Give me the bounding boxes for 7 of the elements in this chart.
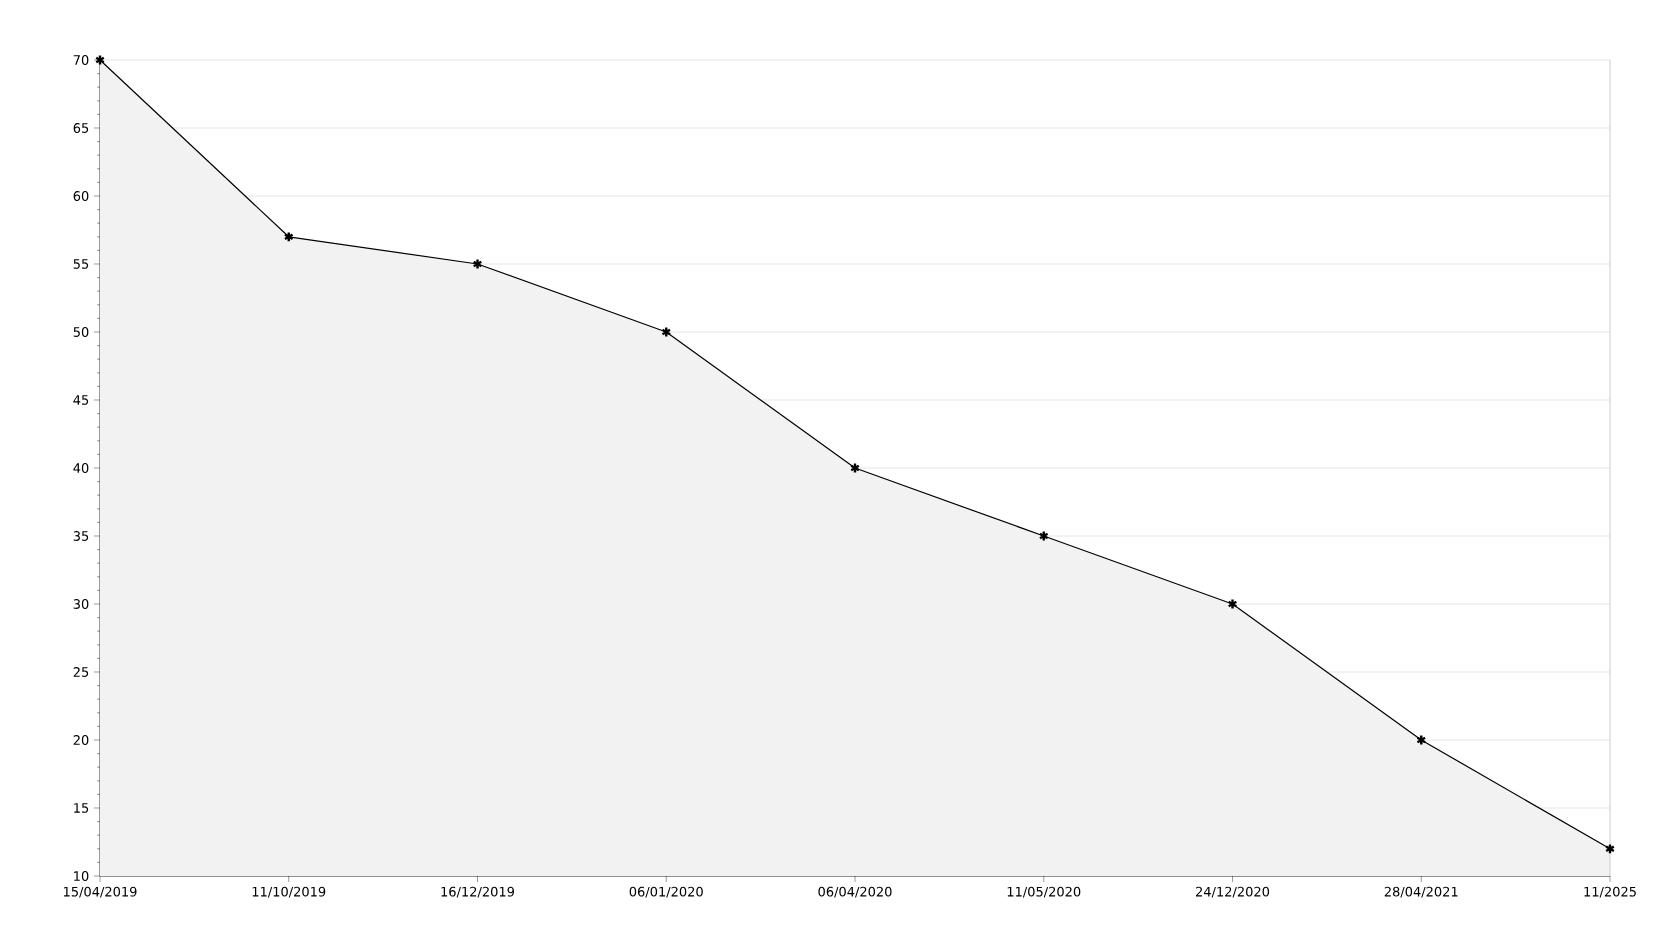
point bbox=[1038, 530, 1049, 542]
point bbox=[849, 462, 861, 474]
point bbox=[1227, 598, 1238, 610]
point bbox=[1416, 734, 1427, 746]
point bbox=[283, 231, 294, 243]
point bbox=[472, 258, 483, 270]
point bbox=[661, 326, 672, 338]
